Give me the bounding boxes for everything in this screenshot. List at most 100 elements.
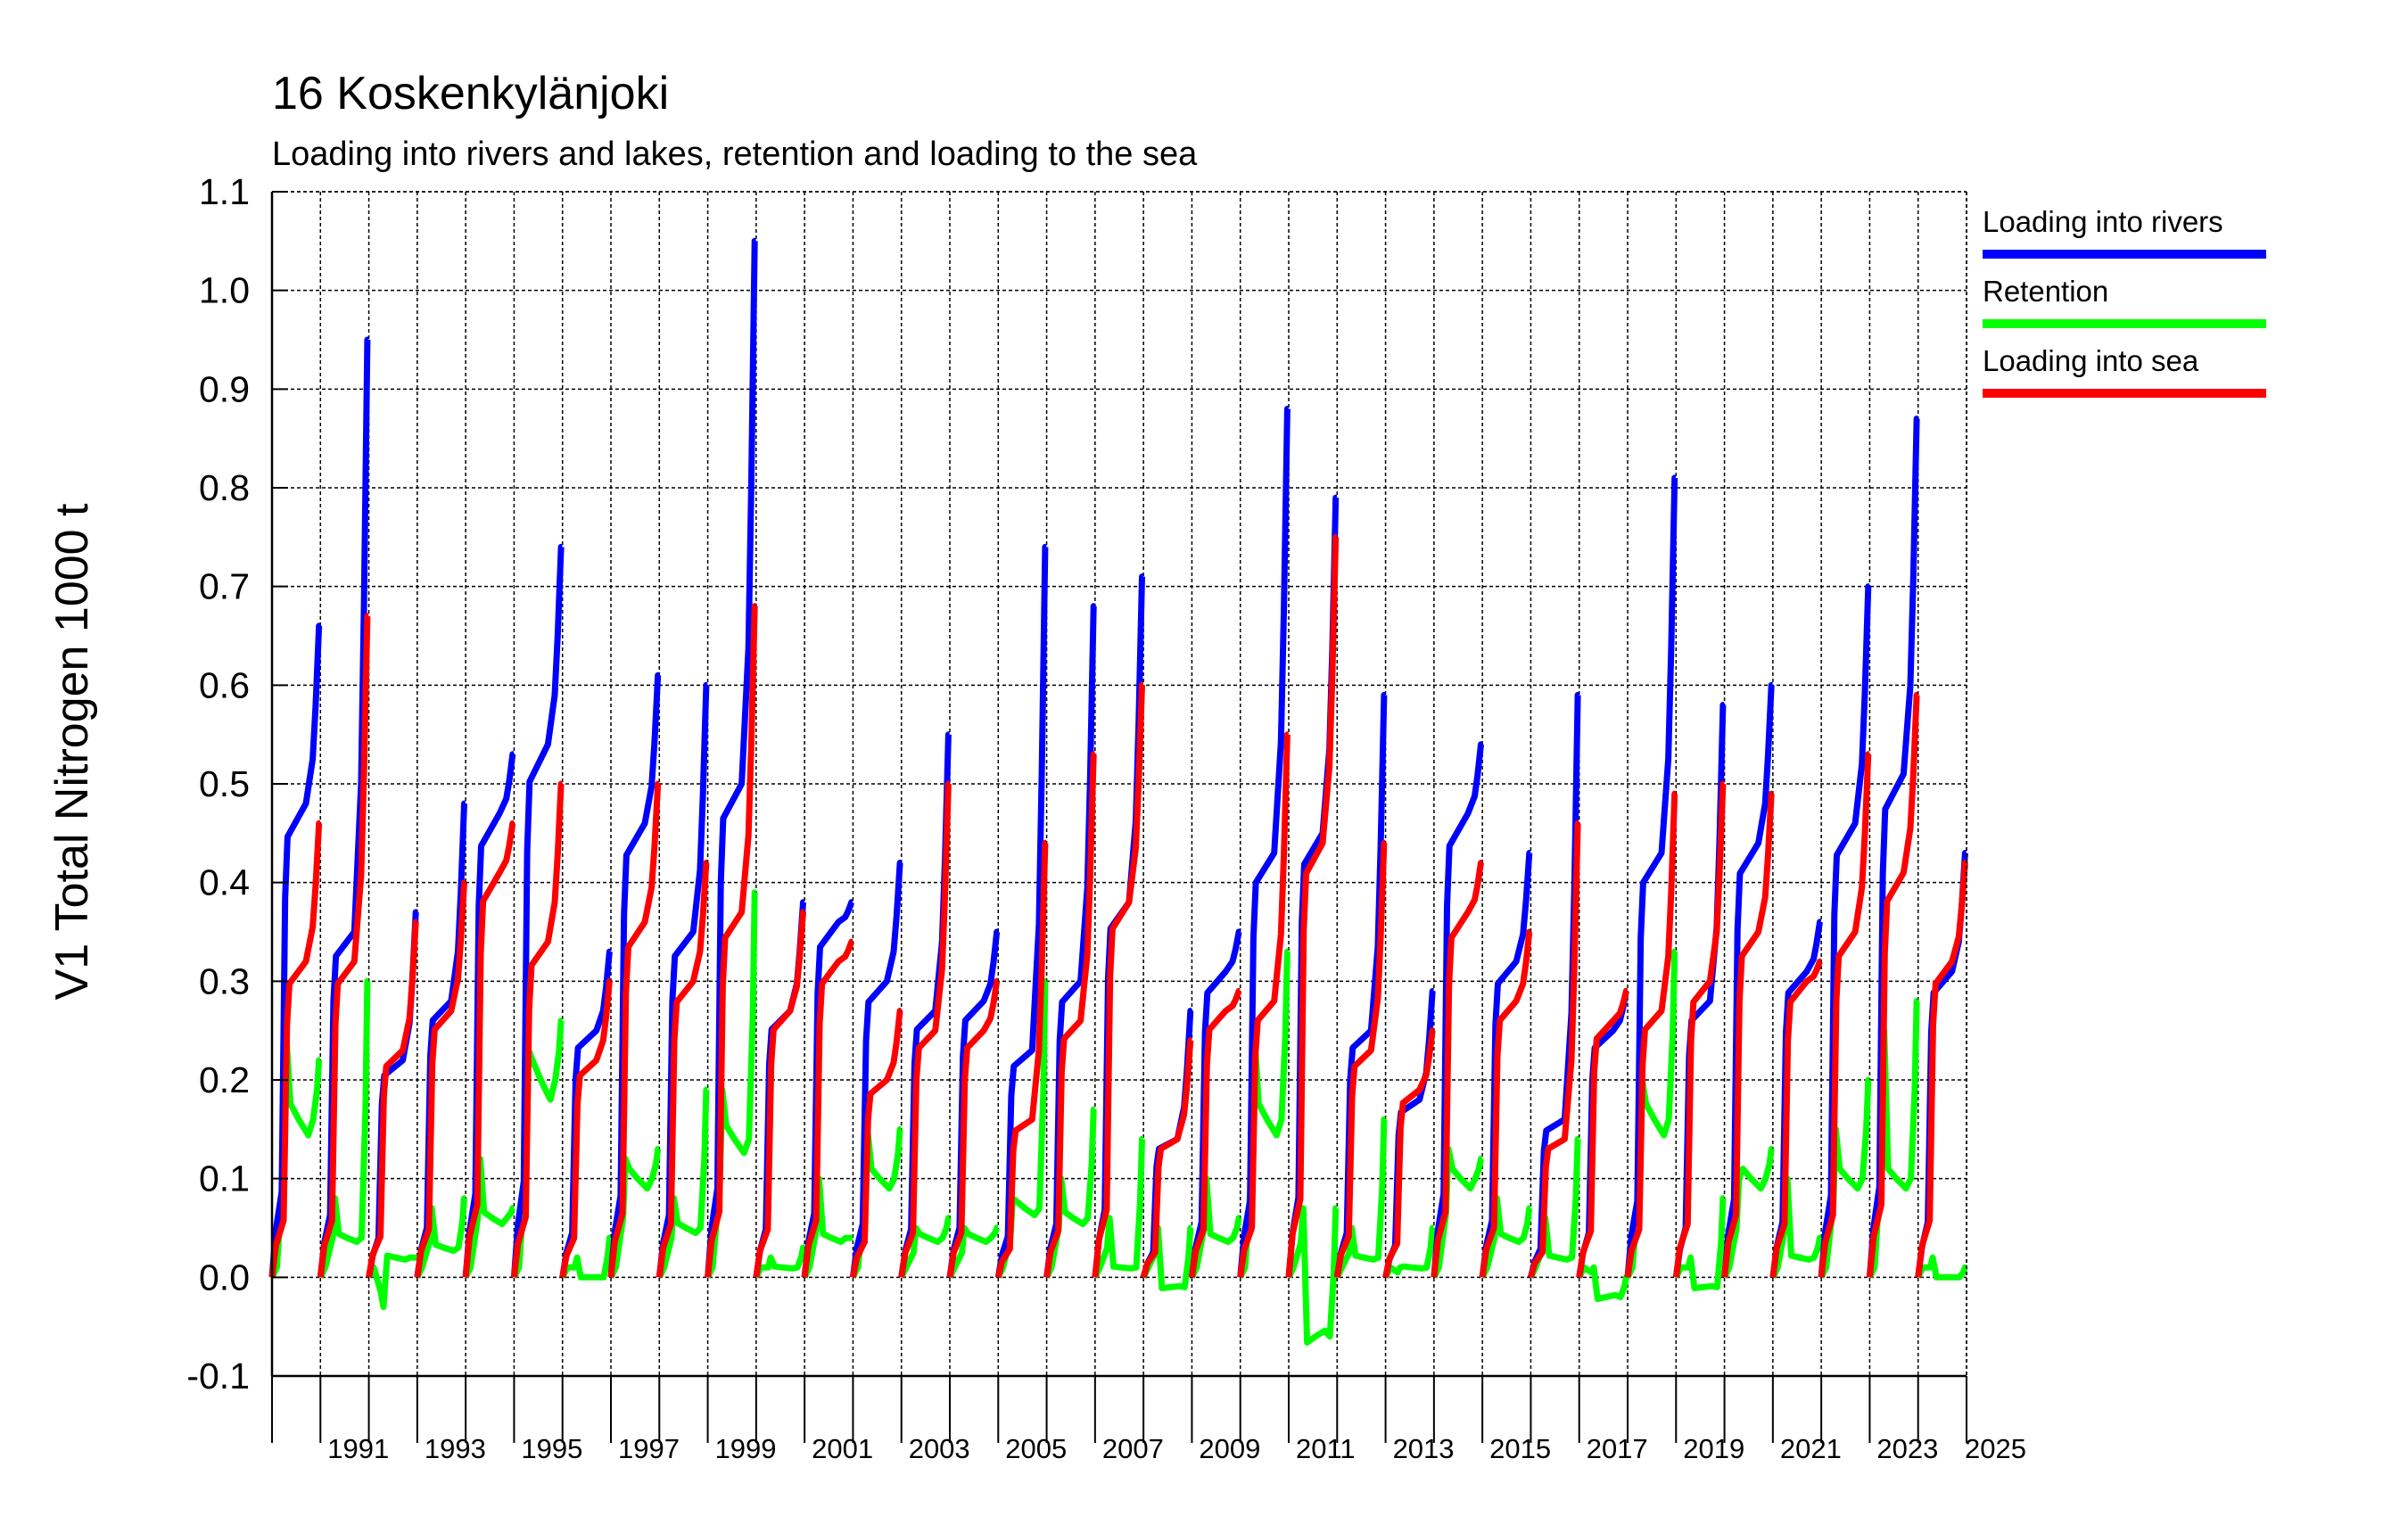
rivers-line-1992 [366, 909, 419, 1278]
x-tick-label: 2017 [1587, 1433, 1648, 1464]
sea-line-2000 [753, 909, 806, 1278]
retention-line-2020 [1721, 1146, 1775, 1279]
rivers-line-2005 [994, 543, 1049, 1278]
sea-line-1999 [705, 603, 758, 1278]
x-tick-label: 1999 [715, 1433, 777, 1464]
sea-line-1990 [268, 820, 323, 1278]
legend: Loading into rivers Retention Loading into… [1983, 205, 2266, 398]
x-tick-label: 2007 [1102, 1433, 1164, 1464]
y-tick-label: 0.9 [199, 368, 250, 409]
sea-line-2014 [1431, 860, 1484, 1278]
sea-line-2013 [1382, 1027, 1436, 1279]
rivers-line-2014 [1431, 741, 1484, 1278]
x-tick-label: 2023 [1876, 1433, 1938, 1464]
retention-line-1992 [366, 1252, 419, 1310]
sea-line-2023 [1866, 691, 1920, 1278]
sea-line-2004 [946, 977, 1001, 1278]
x-tick-label: 2019 [1683, 1433, 1744, 1464]
x-tick-label: 2003 [909, 1433, 970, 1464]
sea-line-2015 [1479, 928, 1533, 1278]
rivers-line-1999 [705, 237, 758, 1278]
retention-line-1996 [559, 1234, 613, 1281]
rivers-line-1993 [414, 800, 467, 1278]
sea-line-2003 [898, 780, 952, 1278]
sea-line-1996 [559, 977, 613, 1278]
rivers-line-2013 [1382, 987, 1436, 1279]
chart-subtitle: Loading into rivers and lakes, retention… [272, 136, 1198, 173]
rivers-line-2009 [1188, 928, 1242, 1278]
y-tick-label: -0.1 [186, 1355, 250, 1397]
sea-line-1998 [656, 860, 710, 1278]
retention-line-2003 [898, 1215, 952, 1279]
retention-line-2024 [1915, 1254, 1968, 1281]
sea-line-2002 [849, 1008, 903, 1278]
sea-line-2024 [1915, 860, 1968, 1278]
retention-line-2019 [1673, 1195, 1727, 1291]
y-tick-label: 0.7 [199, 566, 250, 607]
x-tick-label: 1991 [327, 1433, 389, 1464]
x-tick-label: 2001 [812, 1433, 873, 1464]
rivers-line-2018 [1624, 474, 1678, 1278]
retention-line-1997 [607, 1146, 662, 1279]
sea-line-1994 [462, 820, 516, 1278]
retention-line-1998 [656, 1086, 710, 1279]
retention-line-2015 [1479, 1195, 1533, 1279]
legend-label: Loading into rivers [1983, 205, 2223, 238]
sea-line-1997 [607, 780, 662, 1278]
x-tick-label: 2021 [1780, 1433, 1842, 1464]
y-tick-label: 0.1 [199, 1158, 250, 1199]
rivers-line-2010 [1237, 406, 1291, 1278]
retention-line-2001 [801, 1175, 855, 1279]
sea-line-2017 [1576, 987, 1629, 1278]
sea-line-2022 [1818, 751, 1872, 1278]
retention-line-2013 [1382, 1224, 1436, 1279]
legend-label: Retention [1983, 275, 2108, 308]
sea-line-2010 [1237, 731, 1291, 1278]
sea-line-1992 [366, 919, 419, 1278]
sea-line-2018 [1624, 790, 1678, 1278]
rivers-line-1996 [559, 948, 613, 1278]
sea-line-1991 [317, 613, 371, 1278]
sea-line-2008 [1140, 1037, 1194, 1279]
legend-label: Loading into sea [1983, 344, 2199, 377]
rivers-line-2007 [1092, 573, 1145, 1278]
x-tick-label: 2005 [1005, 1433, 1067, 1464]
x-tick-label: 1995 [521, 1433, 582, 1464]
sea-line-2019 [1672, 780, 1727, 1278]
retention-line-2007 [1092, 1135, 1145, 1279]
chart-title: 16 Koskenkylänjoki [272, 68, 669, 119]
y-tick-label: 1.0 [199, 270, 250, 311]
x-tick-label: 2011 [1296, 1433, 1356, 1464]
y-tick-label: 0.3 [199, 960, 250, 1001]
sea-line-2012 [1333, 839, 1388, 1278]
retention-line-1993 [414, 1195, 467, 1279]
retention-line-2014 [1431, 1146, 1484, 1279]
sea-line-2006 [1043, 751, 1097, 1278]
sea-line-2021 [1769, 958, 1823, 1278]
rivers-line-2004 [946, 928, 1001, 1278]
rivers-line-1990 [268, 622, 323, 1278]
sea-line-2011 [1285, 533, 1340, 1278]
series-lines [268, 237, 1968, 1346]
y-tick-label: 1.1 [199, 171, 250, 212]
rivers-line-2023 [1866, 416, 1920, 1278]
retention-line-2021 [1769, 1175, 1823, 1279]
y-tick-label: 0.2 [199, 1059, 250, 1100]
y-tick-label: 0.0 [199, 1256, 250, 1298]
sea-line-2009 [1188, 987, 1242, 1278]
y-tick-label: 0.6 [199, 664, 250, 705]
sea-line-1993 [414, 879, 467, 1278]
sea-line-2005 [994, 839, 1049, 1279]
rivers-line-1997 [607, 671, 662, 1278]
rivers-line-1995 [510, 543, 565, 1278]
retention-line-2000 [753, 1244, 806, 1279]
x-tick-label: 1997 [618, 1433, 680, 1464]
x-tick-label: 2009 [1199, 1433, 1260, 1464]
y-tick-label: 0.8 [199, 467, 250, 508]
retention-line-2011 [1285, 1205, 1340, 1346]
rivers-line-2003 [898, 731, 952, 1278]
sea-line-2016 [1528, 820, 1581, 1279]
rivers-line-2020 [1721, 681, 1775, 1278]
axes: -0.1 0.0 0.1 0.2 0.3 0.4 0.5 0.6 0.7 0.8 0.9 1.0 1.1… [186, 171, 2026, 1464]
